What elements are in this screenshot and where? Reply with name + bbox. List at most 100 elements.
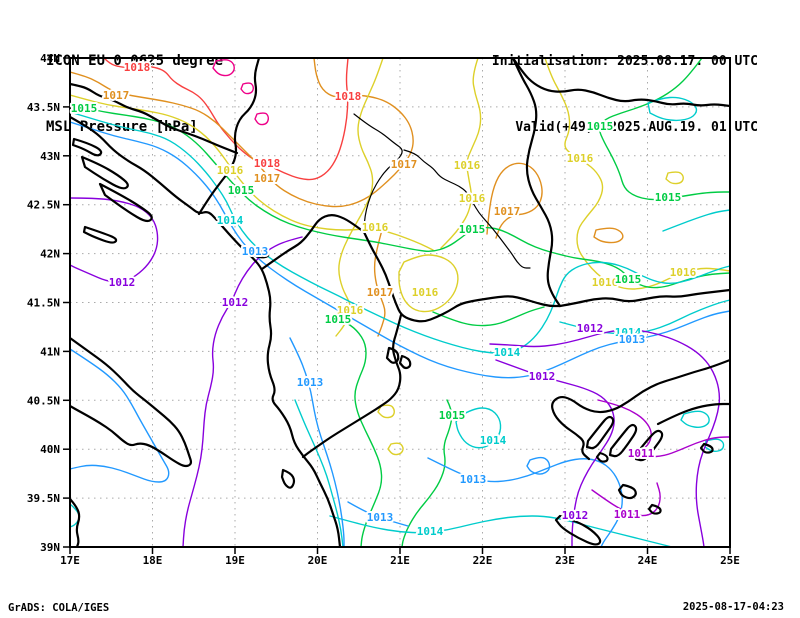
island-aegean-1	[595, 451, 609, 463]
isobar-1016	[377, 404, 395, 419]
lat-label: 39.5N	[27, 492, 60, 505]
island-aegean-2	[617, 483, 637, 500]
isobar-1012	[489, 329, 721, 547]
contour-label-1012: 1012	[529, 370, 556, 383]
isobar-1013	[70, 348, 170, 483]
isobar-1014	[680, 410, 710, 428]
isobar-1016	[70, 94, 434, 251]
grads-credit: GrADS: COLA/IGES	[8, 602, 110, 614]
peninsula-athos	[634, 429, 664, 462]
border-danube	[511, 58, 730, 108]
peninsula-kassandra	[585, 415, 615, 450]
isobar-1019	[254, 112, 270, 126]
isobar-1017	[593, 227, 624, 244]
border-bulgaria-greece	[558, 288, 730, 308]
coastline-sporades	[554, 514, 602, 546]
lat-label: 41.5N	[27, 297, 60, 310]
isobar-1014	[70, 111, 730, 354]
isobar-1012	[70, 197, 159, 283]
lat-label: 40N	[40, 443, 60, 456]
isobar-1017	[373, 229, 386, 337]
lat-label: 42N	[40, 248, 60, 261]
island-aegean-3	[647, 503, 662, 515]
lake-prespa	[398, 354, 412, 370]
contour-label-1011: 1011	[628, 447, 655, 460]
isobar-1013	[427, 457, 623, 547]
border-montenegro-albania	[260, 214, 366, 271]
isobar-1013	[526, 456, 551, 475]
lat-label: 39N	[40, 541, 60, 554]
isobar-1016	[387, 442, 404, 456]
contour-label-1015: 1015	[439, 409, 466, 422]
border-bosnia-east	[197, 58, 261, 216]
contour-label-1014: 1014	[494, 346, 521, 359]
contour-label-1014: 1014	[615, 326, 642, 339]
lon-label: 19E	[225, 554, 245, 567]
isobar-1014	[294, 399, 344, 547]
axes: 17E 18E 19E 20E 21E 22E 23E 24E 25E 44N 43.5N 43N 42…	[27, 52, 740, 567]
isobar-1016	[665, 171, 684, 185]
isobar-1019	[212, 59, 235, 77]
isobar-contours	[70, 58, 730, 547]
isobar-1013	[347, 501, 409, 527]
isobar-1014	[329, 515, 673, 547]
contour-label-1016: 1016	[592, 276, 619, 289]
isobar-1017	[486, 162, 543, 239]
contour-label-1018: 1018	[124, 61, 151, 74]
isobar-1015	[432, 306, 545, 327]
border-kosovo-west	[353, 113, 403, 229]
coastline-adriatic-east	[70, 115, 342, 547]
isobar-1013	[70, 121, 730, 379]
valid-time: Valid(+49): 2025.AUG.19. 01 UTC	[515, 120, 758, 135]
contour-label-1014: 1014	[217, 214, 244, 227]
isobar-1015	[329, 315, 383, 547]
isobar-1017	[70, 58, 414, 208]
lat-label: 44N	[40, 52, 60, 65]
contour-label-1015: 1015	[71, 102, 98, 115]
peninsula-sithonia	[608, 423, 638, 458]
isobar-1014	[662, 209, 730, 232]
isobar-1015	[598, 58, 730, 201]
isobar-1013	[289, 337, 345, 547]
creation-timestamp: 2025-08-17-04:23	[682, 601, 784, 613]
border-albania-greece	[301, 313, 403, 459]
contour-label-1015: 1015	[655, 191, 682, 204]
island-dalmatia-3	[98, 182, 153, 223]
island-dalmatia-2	[80, 155, 129, 190]
contour-label-1016: 1016	[459, 192, 486, 205]
isobar-1014	[647, 96, 698, 122]
lake-ohrid	[385, 346, 400, 364]
island-thasos	[699, 442, 714, 454]
island-dalmatia-1	[71, 137, 103, 157]
contour-label-1017: 1017	[254, 172, 281, 185]
lon-label: 22E	[473, 554, 493, 567]
island-dalmatia-4	[82, 225, 118, 244]
isobar-1015	[401, 399, 453, 547]
contour-label-1018: 1018	[254, 157, 281, 170]
lat-label: 40.5N	[27, 394, 60, 407]
lat-label: 41N	[40, 345, 60, 358]
border-macedonia-greece	[362, 230, 562, 323]
lake-skadar	[248, 246, 270, 259]
lon-label: 23E	[555, 554, 575, 567]
contour-label-1011: 1011	[614, 508, 641, 521]
contour-label-1016: 1016	[217, 164, 244, 177]
geography	[70, 58, 730, 547]
contour-label-1014: 1014	[480, 434, 507, 447]
lon-label: 20E	[308, 554, 328, 567]
lon-label: 17E	[60, 554, 80, 567]
contour-label-1015: 1015	[459, 223, 486, 236]
lon-label: 25E	[720, 554, 740, 567]
isobar-1015	[70, 102, 730, 289]
lon-label: 21E	[390, 554, 410, 567]
contour-label-1017: 1017	[391, 158, 418, 171]
contour-label-1013: 1013	[367, 511, 394, 524]
contour-label-1015: 1015	[615, 273, 642, 286]
contour-label-1016: 1016	[412, 286, 439, 299]
contour-label-1016: 1016	[454, 159, 481, 172]
contour-label-1013: 1013	[242, 245, 269, 258]
isobar-1012	[495, 359, 615, 547]
